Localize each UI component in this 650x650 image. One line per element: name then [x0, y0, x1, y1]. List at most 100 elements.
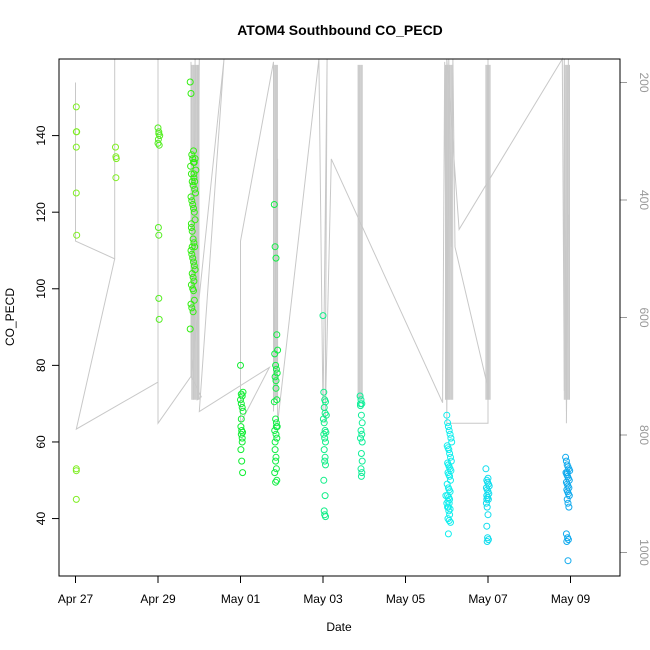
- data-point: [187, 220, 195, 228]
- y-tick-label: 140: [34, 125, 48, 145]
- data-point: [190, 258, 197, 266]
- right-tick-label: 1000: [637, 539, 650, 566]
- data-point: [112, 174, 120, 182]
- data-point: [154, 135, 162, 143]
- right-tick-label: 800: [637, 425, 650, 445]
- data-point: [273, 369, 281, 377]
- data-point: [445, 517, 453, 524]
- data-point: [358, 419, 366, 427]
- data-point: [271, 469, 279, 477]
- y-tick-label: 80: [34, 358, 48, 372]
- data-point: [270, 398, 278, 406]
- data-point: [357, 434, 364, 442]
- data-point: [154, 139, 162, 147]
- data-point: [320, 476, 328, 484]
- data-point: [320, 419, 328, 427]
- data-point: [483, 538, 491, 545]
- data-point: [190, 158, 198, 166]
- data-point: [191, 216, 199, 224]
- data-point: [357, 427, 365, 434]
- data-point: [191, 178, 199, 185]
- data-point: [191, 185, 199, 193]
- data-point: [358, 430, 366, 438]
- data-point: [190, 174, 198, 182]
- y-tick-label: 100: [34, 278, 48, 298]
- series-apr-27: [72, 103, 81, 503]
- data-point: [356, 392, 364, 400]
- data-point: [187, 193, 195, 201]
- x-tick-label: May 03: [303, 592, 343, 606]
- data-point: [237, 396, 244, 404]
- right-tick-label: 200: [637, 72, 650, 92]
- series-may-01-pm: [270, 201, 282, 486]
- data-point: [238, 438, 246, 446]
- series-may-06: [442, 411, 456, 538]
- data-point: [237, 400, 245, 408]
- data-point: [188, 250, 196, 258]
- series-may-01: [237, 361, 247, 477]
- data-point: [272, 254, 280, 262]
- data-point: [73, 231, 81, 239]
- data-point: [190, 287, 197, 295]
- y-tick-label: 120: [34, 202, 48, 222]
- y-tick-label: 60: [34, 435, 48, 449]
- x-tick-label: Apr 29: [140, 592, 176, 606]
- data-point: [239, 469, 247, 477]
- right-tick-label: 600: [637, 307, 650, 327]
- data-point: [190, 170, 198, 178]
- data-point: [357, 411, 365, 419]
- right-tick-label: 400: [637, 190, 650, 210]
- data-point: [442, 492, 450, 500]
- data-point: [237, 415, 245, 423]
- data-point: [188, 227, 196, 235]
- data-point: [272, 465, 280, 473]
- data-point: [320, 404, 328, 411]
- data-points: [72, 78, 574, 565]
- data-point: [192, 166, 200, 174]
- data-point: [190, 147, 197, 155]
- data-point: [482, 499, 490, 507]
- data-point: [443, 411, 451, 419]
- data-point: [322, 513, 329, 521]
- data-point: [72, 467, 80, 475]
- data-point: [320, 430, 328, 438]
- data-point: [191, 155, 199, 163]
- data-point: [447, 434, 455, 442]
- x-axis-label: Date: [326, 620, 352, 634]
- data-point: [321, 453, 329, 461]
- data-point: [186, 78, 194, 86]
- data-point: [238, 392, 246, 400]
- data-point: [272, 419, 280, 427]
- data-point: [565, 492, 573, 500]
- data-point: [272, 423, 280, 431]
- x-tick-label: May 01: [221, 592, 261, 606]
- data-point: [358, 457, 366, 465]
- data-point: [155, 315, 163, 323]
- data-point: [483, 522, 491, 530]
- data-point: [483, 503, 491, 511]
- data-point: [562, 453, 570, 461]
- data-point: [563, 469, 571, 477]
- data-point: [155, 231, 163, 239]
- data-point: [444, 530, 452, 538]
- x-tick-label: May 09: [551, 592, 591, 606]
- plot-frame: [58, 58, 621, 577]
- data-point: [447, 518, 454, 526]
- gray-trace: [75, 57, 570, 431]
- data-point: [192, 189, 199, 197]
- data-point: [272, 384, 280, 392]
- data-point: [271, 243, 279, 251]
- data-point: [446, 430, 454, 438]
- series-apr-28: [112, 143, 120, 182]
- data-point: [483, 495, 491, 503]
- x-tick-label: May 05: [386, 592, 426, 606]
- data-point: [187, 247, 195, 254]
- data-point: [189, 235, 197, 243]
- data-point: [445, 427, 453, 434]
- data-point: [73, 128, 81, 136]
- data-point: [444, 503, 452, 511]
- data-point: [189, 273, 197, 281]
- data-point: [72, 189, 80, 197]
- data-point: [565, 503, 573, 511]
